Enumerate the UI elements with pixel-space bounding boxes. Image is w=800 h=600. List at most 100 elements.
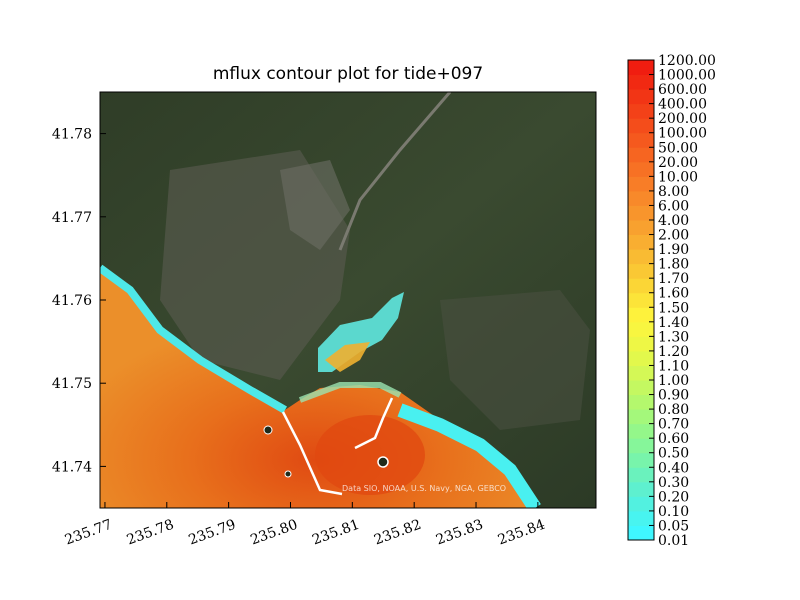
colorbar-label: 1200.00 — [658, 53, 716, 69]
x-tick-label: 235.80 — [248, 517, 300, 549]
colorbar-label: 1.90 — [658, 242, 689, 258]
colorbar-band — [628, 190, 654, 206]
colorbar-label: 1.40 — [658, 315, 689, 331]
colorbar-band — [628, 394, 654, 410]
colorbar-label: 0.30 — [658, 475, 689, 491]
colorbar-band — [628, 409, 654, 425]
x-tick-label: 235.81 — [310, 517, 362, 549]
colorbar-label: 200.00 — [658, 111, 707, 127]
colorbar-label: 0.70 — [658, 417, 689, 433]
colorbar-label: 4.00 — [658, 213, 689, 229]
x-tick-label: 235.79 — [186, 517, 238, 549]
colorbar-band — [628, 89, 654, 105]
colorbar-band — [628, 423, 654, 439]
colorbar-band — [628, 452, 654, 468]
rock-islet — [284, 470, 292, 478]
colorbar-band — [628, 147, 654, 163]
colorbar-band — [628, 74, 654, 90]
colorbar-band — [628, 365, 654, 381]
colorbar-band — [628, 220, 654, 236]
colorbar-band — [628, 205, 654, 221]
y-tick-label: 41.75 — [52, 376, 92, 392]
colorbar-band — [628, 307, 654, 323]
rock-islet — [377, 456, 389, 468]
colorbar-label: 0.90 — [658, 388, 689, 404]
y-tick-label: 41.78 — [52, 127, 92, 143]
colorbar-label: 100.00 — [658, 126, 707, 142]
colorbar-label: 50.00 — [658, 140, 698, 156]
colorbar-label: 1.30 — [658, 329, 689, 345]
downtown-area — [280, 160, 350, 250]
colorbar-label: 2.00 — [658, 228, 689, 244]
colorbar-band — [628, 132, 654, 148]
y-tick-label: 41.76 — [52, 293, 92, 309]
colorbar-label: 1.20 — [658, 344, 689, 360]
colorbar-label: 0.60 — [658, 431, 689, 447]
colorbar-label: 20.00 — [658, 155, 698, 171]
y-axis: 41.74 41.75 41.76 41.77 41.78 — [52, 127, 106, 475]
colorbar-label: 600.00 — [658, 82, 707, 98]
colorbar-label: 1.70 — [658, 271, 689, 287]
colorbar-label: 1.00 — [658, 373, 689, 389]
estuary-flux — [325, 342, 370, 372]
colorbar-band — [628, 336, 654, 352]
rock-islet — [263, 425, 273, 435]
colorbar-band — [628, 249, 654, 265]
colorbar-frame — [627, 59, 655, 541]
colorbar-band — [628, 278, 654, 294]
shoreline-shallow — [100, 264, 287, 414]
beach-shallow — [397, 403, 541, 508]
x-tick-label: 235.84 — [496, 517, 548, 549]
colorbar-band — [628, 292, 654, 308]
colorbar-band — [628, 438, 654, 454]
colorbar-band — [628, 321, 654, 337]
colorbar-label: 10.00 — [658, 169, 698, 185]
x-tick-label: 235.83 — [434, 517, 486, 549]
colorbar-band — [628, 118, 654, 134]
colorbar-band — [628, 234, 654, 250]
colorbar-label: 1.80 — [658, 257, 689, 273]
map-credit: Data SIO, NOAA, U.S. Navy, NGA, GEBCO — [342, 484, 507, 493]
colorbar-band — [628, 161, 654, 177]
colorbar-band — [628, 481, 654, 497]
colorbar-label: 8.00 — [658, 184, 689, 200]
colorbar-label: 0.80 — [658, 402, 689, 418]
colorbar-label: 0.01 — [658, 533, 689, 549]
x-tick-label: 235.78 — [125, 517, 177, 549]
colorbar-band — [628, 60, 654, 76]
colorbar-band — [628, 103, 654, 119]
colorbar-band — [628, 525, 654, 541]
colorbar: 0.010.050.100.200.300.400.500.600.700.80… — [627, 53, 716, 549]
colorbar-band — [628, 467, 654, 483]
chart-title: mflux contour plot for tide+097 — [212, 64, 484, 84]
x-tick-label: 235.82 — [372, 517, 424, 549]
colorbar-label: 0.10 — [658, 504, 689, 520]
colorbar-label: 0.20 — [658, 489, 689, 505]
colorbar-band — [628, 380, 654, 396]
colorbar-label: 0.50 — [658, 446, 689, 462]
colorbar-band — [628, 176, 654, 192]
colorbar-band — [628, 263, 654, 279]
colorbar-label: 6.00 — [658, 198, 689, 214]
highway — [338, 92, 452, 251]
x-axis: 235.77 235.78 235.79 235.80 235.81 235.82 235.… — [63, 502, 548, 549]
y-tick-label: 41.74 — [52, 459, 92, 475]
colorbar-band — [628, 510, 654, 526]
colorbar-label: 1.10 — [658, 358, 689, 374]
colorbar-label: 1.50 — [658, 300, 689, 316]
x-tick-label: 235.77 — [63, 517, 115, 549]
harbor-shallow — [298, 382, 402, 403]
map-plot-area — [100, 92, 596, 508]
colorbar-label: 0.05 — [658, 518, 689, 534]
colorbar-label: 0.40 — [658, 460, 689, 476]
colorbar-label: 400.00 — [658, 97, 707, 113]
breakwater-west — [281, 411, 343, 496]
deep-flux-core — [315, 415, 425, 495]
breakwater-east — [354, 397, 394, 450]
colorbar-label: 1000.00 — [658, 68, 716, 84]
y-tick-label: 41.77 — [52, 210, 92, 226]
colorbar-label: 1.60 — [658, 286, 689, 302]
colorbar-band — [628, 496, 654, 512]
neighborhood-area — [440, 290, 590, 430]
